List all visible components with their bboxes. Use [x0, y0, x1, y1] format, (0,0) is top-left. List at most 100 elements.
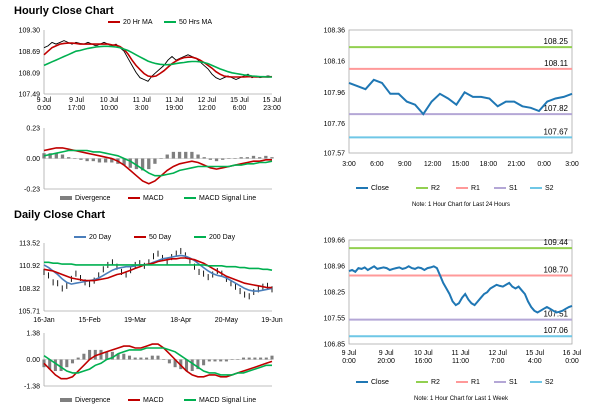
daily-legend-macd-label: MACD: [143, 397, 164, 404]
hourly-macd-divergence-bar: [110, 158, 114, 163]
daily-macd-divergence-bar: [127, 355, 132, 360]
daily-macd-divergence-bar: [162, 359, 166, 360]
daily-levels-close-line: [348, 265, 573, 314]
hourly-macd-divergence-bar: [60, 154, 65, 159]
daily-macd-divergence-bar: [48, 359, 52, 370]
daily-macd-divergence-bar: [236, 359, 240, 360]
daily-macd-divergence-bar: [190, 359, 194, 372]
hourly-macd-divergence-bar: [147, 158, 151, 170]
daily-levels-ytick-label: 108.96: [324, 263, 346, 270]
hourly-price-xtick-label: 11 Jul: [165, 97, 184, 104]
hourly-macd-divergence-bar: [239, 157, 243, 159]
daily-price-ytick-label: 108.32: [19, 286, 41, 293]
daily-price-xtick-label: 16-Jan: [33, 317, 55, 324]
daily-macd-divergence-bar: [173, 359, 177, 368]
daily-levels-r1-value: 108.70: [544, 266, 569, 275]
daily-macd-divergence-bar: [259, 357, 263, 360]
hourly-levels-legend-s2-label: S2: [545, 185, 554, 192]
hourly-legend-signal-label: MACD Signal Line: [199, 195, 256, 202]
daily-macd-divergence-bar: [110, 351, 114, 360]
daily-levels-xtick-label: 16:00: [415, 358, 433, 365]
hourly-levels-ytick-label: 107.76: [324, 121, 346, 128]
hourly-macd-signal-line: [43, 149, 273, 177]
daily-macd-divergence-bar: [156, 355, 160, 360]
hourly-macd-divergence-bar: [202, 157, 206, 159]
hourly-price-xtick-label: 12 Jul: [198, 97, 217, 104]
hourly-levels-note: Note: 1 Hour Chart for Last 24 Hours: [412, 202, 510, 208]
daily-legend-divergence-label: Divergence: [75, 397, 111, 404]
hourly-levels-ytick-label: 108.16: [324, 59, 346, 66]
hourly-macd-divergence-bar: [48, 153, 52, 159]
hourly-price-20-hr-ma-line: [43, 42, 273, 78]
daily-levels-legend-s1-label: S1: [509, 379, 518, 386]
hourly-price-ytick-label: 109.30: [19, 28, 41, 35]
hourly-levels-close-line: [348, 78, 573, 116]
hourly-levels-xtick-label: 18:00: [480, 161, 498, 168]
hourly-legend-macd-label: MACD: [143, 195, 164, 202]
daily-macd-divergence-bar: [82, 353, 86, 360]
hourly-macd-divergence-bar: [122, 158, 126, 166]
hourly-macd-divergence-bar: [54, 153, 58, 159]
daily-section-title: Daily Close Chart: [14, 209, 106, 221]
daily-levels-ytick-label: 107.55: [324, 316, 346, 323]
daily-macd-divergence-bar: [59, 359, 63, 372]
daily-macd-divergence-bar: [230, 359, 234, 360]
daily-levels-xtick-label: 7:00: [491, 358, 505, 365]
hourly-price-xtick-label: 10 Jul: [100, 97, 119, 104]
daily-price-200-day-line: [44, 261, 273, 271]
daily-macd-ytick-label: -1.38: [24, 384, 40, 391]
hourly-price-xtick-label: 15 Jul: [263, 97, 282, 104]
hourly-macd-divergence-bar: [97, 158, 102, 163]
hourly-levels-xtick-label: 21:00: [507, 161, 525, 168]
hourly-levels-xtick-label: 0:00: [537, 161, 551, 168]
hourly-macd-divergence-bar: [153, 158, 157, 164]
daily-macd-divergence-bar: [139, 357, 143, 360]
hourly-levels-xtick-label: 3:00: [342, 161, 356, 168]
hourly-macd-divergence-bar: [251, 155, 256, 159]
hourly-price-xtick-label: 19:00: [166, 105, 184, 112]
hourly-levels-legend-r2-label: R2: [431, 185, 440, 192]
daily-macd-ytick-label: 0.00: [26, 357, 40, 364]
hourly-price-xtick-label: 9 Jul: [37, 97, 52, 104]
hourly-price-ytick-label: 107.49: [19, 92, 41, 99]
hourly-levels-xtick-label: 6:00: [370, 161, 384, 168]
daily-macd-divergence-bar: [122, 353, 126, 360]
daily-macd-divergence-bar: [150, 355, 154, 360]
daily-levels-xtick-label: 11 Jul: [451, 350, 470, 357]
hourly-price-xtick-label: 12:00: [198, 105, 216, 112]
hourly-macd-ytick-label: -0.23: [24, 187, 40, 194]
hourly-macd-divergence-bar: [196, 154, 200, 159]
daily-price-xtick-label: 19-Jun: [261, 317, 283, 324]
daily-macd-divergence-bar: [105, 351, 109, 360]
daily-price-xtick-label: 20-May: [215, 317, 239, 324]
hourly-levels-ytick-label: 107.57: [324, 151, 346, 158]
hourly-macd-divergence-bar: [270, 157, 274, 159]
daily-macd-divergence-bar: [247, 357, 251, 360]
hourly-macd-divergence-bar: [227, 158, 231, 159]
daily-macd-divergence-bar: [116, 353, 120, 360]
hourly-macd-divergence-bar: [85, 158, 89, 162]
daily-macd-divergence-bar: [207, 359, 211, 362]
hourly-levels-legend-s1-label: S1: [509, 185, 518, 192]
hourly-levels-ytick-label: 108.36: [324, 28, 346, 35]
daily-levels-legend-r1-label: R1: [471, 379, 480, 386]
daily-levels-ytick-label: 106.85: [324, 342, 346, 349]
hourly-macd-divergence-bar: [214, 158, 219, 162]
hourly-price-50-hrs-ma-line: [43, 45, 272, 78]
hourly-macd-divergence-bar: [134, 158, 139, 170]
daily-macd-divergence-bar: [253, 357, 257, 360]
hourly-macd-divergence-bar: [190, 151, 194, 159]
daily-macd-divergence-bar: [65, 359, 69, 368]
daily-legend-50day-label: 50 Day: [149, 234, 172, 241]
daily-macd-divergence-bar: [99, 349, 103, 360]
hourly-macd-divergence-bar: [264, 155, 268, 159]
hourly-levels-legend-r1-label: R1: [471, 185, 480, 192]
hourly-macd-divergence-bar: [79, 158, 83, 160]
daily-macd-divergence-bar: [224, 359, 228, 362]
daily-macd-ytick-label: 1.38: [26, 331, 40, 338]
daily-price-xtick-label: 19-Mar: [124, 317, 147, 324]
hourly-macd-divergence-bar: [103, 158, 108, 163]
daily-levels-xtick-label: 9 Jul: [342, 350, 357, 357]
daily-macd-divergence-bar: [196, 359, 200, 370]
